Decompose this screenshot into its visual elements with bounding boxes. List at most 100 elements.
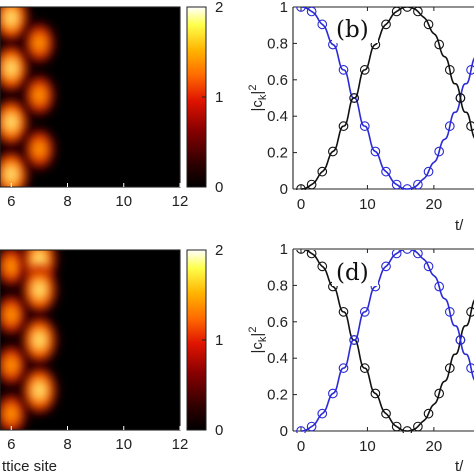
series-blue-marker-13: [434, 146, 445, 157]
series-black-marker-0: [296, 250, 306, 254]
heatmap-blob-0-layer-4: [8, 13, 14, 22]
panel-label-b: (b): [336, 17, 369, 43]
series-black-marker-16: [466, 307, 474, 317]
heatmap-x-tick-label-0: 6: [7, 436, 15, 453]
line-plot-top-ylabel: |ck|2: [247, 85, 269, 112]
line-plot-y-tick-label-4: 0.8: [267, 277, 288, 294]
series-blue-marker-6: [359, 307, 370, 317]
series-black-marker-13: [434, 39, 445, 50]
series-blue-marker-8: [381, 261, 391, 272]
heatmap-blob-1: [0, 294, 27, 335]
colorbar-tick-label-2: 0: [215, 422, 223, 439]
series-blue-marker-12: [423, 261, 434, 272]
line-plot-y-tick-label-2: 0.4: [267, 350, 288, 367]
heatmap-blob-2: [0, 99, 29, 146]
series-blue-marker-16: [466, 65, 474, 75]
series-black-line: [300, 7, 474, 190]
series-black-marker-4: [338, 121, 349, 131]
series-blue-marker-6: [359, 121, 370, 131]
heatmap-blob-3: [0, 393, 27, 430]
colorbar-top: 2 1 0: [186, 0, 223, 196]
line-plot-x-tick-label-0: 0: [297, 438, 305, 455]
line-plot-x-tick-label-1: 10: [359, 438, 376, 455]
colorbar-tick-label-1: 1: [215, 89, 223, 106]
line-plot-x-tick-label-0: 0: [297, 196, 305, 213]
line-plot-y-tick-label-3: 0.6: [267, 314, 288, 331]
heatmap-blob-4: [24, 23, 55, 63]
heatmap-bottom-frame: [0, 249, 181, 431]
heatmap-blob-4-layer-4: [36, 255, 42, 263]
heatmap-blob-0: [0, 7, 29, 41]
line-plot-top: 00.20.40.60.810 10 20 (b) |ck|2 t/: [247, 0, 474, 234]
colorbar-tick-label-2: 0: [215, 179, 223, 196]
series-black-marker-8: [381, 19, 391, 30]
series-blue-marker-7: [370, 146, 381, 157]
series-blue-marker-10: [402, 250, 413, 254]
series-blue-marker-3: [328, 388, 338, 399]
heatmap-blob-6: [22, 317, 57, 363]
line-plot-top-axes: 00.20.40.60.810 10 20: [267, 0, 474, 213]
series-blue-marker-14: [444, 121, 455, 131]
series-black-marker-11: [413, 421, 423, 432]
line-plot-bottom: 00.20.40.60.810 10 20 (d) |ck|2 t/: [247, 241, 474, 474]
series-black-line: [303, 250, 474, 432]
series-black-marker-10: [402, 7, 413, 12]
line-plot-x-tick-label-2: 20: [426, 438, 443, 455]
heatmap-blob-6-layer-4: [36, 336, 42, 344]
series-blue-marker-1: [306, 7, 317, 17]
series-black-marker-8: [381, 408, 391, 419]
heatmap-blob-2-layer-4: [8, 118, 14, 127]
series-black-marker-2: [317, 261, 328, 272]
heatmap-blob-4-layer-3: [35, 38, 43, 48]
series-black-marker-16: [466, 121, 474, 131]
line-plot-x-tick-label-1: 10: [359, 196, 376, 213]
series-black-marker-6: [359, 65, 370, 75]
heatmap-x-tick-label-1: 8: [63, 436, 71, 453]
colorbar-top-ticks: 2 1 0: [202, 0, 223, 196]
series-blue-marker-2: [317, 408, 328, 419]
series-black-marker-13: [434, 388, 445, 399]
series-black-marker-4: [338, 307, 349, 317]
series-black-marker-6: [359, 363, 370, 373]
panel-label-b-box: [332, 14, 378, 43]
series-blue-marker-10: [402, 184, 413, 190]
series-black-marker-2: [317, 166, 328, 177]
heatmap-top-blobs: [0, 7, 55, 187]
colorbar-tick-label-1: 1: [215, 332, 223, 349]
series-black-marker-3: [328, 146, 338, 157]
series-blue-marker-1: [306, 421, 317, 432]
line-plot-x-tick-label-2: 20: [426, 196, 443, 213]
series-black-marker-1: [306, 179, 317, 190]
heatmap-bottom: 6 8 10 12 ttice site: [0, 249, 188, 474]
heatmap-x-tick-label-2: 10: [115, 436, 132, 453]
heatmap-top-frame: [0, 6, 181, 188]
heatmap-blob-5-layer-3: [35, 90, 43, 101]
series-black-marker-15: [455, 93, 466, 103]
series-black-marker-7: [370, 388, 381, 399]
series-blue-marker-2: [317, 19, 328, 30]
heatmap-x-tick-label-1: 8: [63, 193, 71, 210]
series-black-marker-1: [306, 250, 317, 259]
ylabel-bottom-sup: 2: [247, 327, 259, 333]
ylabel-bottom-base: |c: [249, 342, 266, 354]
panel-label-d-box: [332, 257, 378, 286]
heatmap-blob-2-layer-3: [7, 360, 15, 371]
line-plot-y-tick-label-1: 0.2: [267, 145, 288, 162]
colorbar-tick-label-0: 2: [215, 242, 223, 259]
series-blue-marker-12: [423, 166, 434, 177]
panel-label-d: (d): [336, 260, 369, 286]
series-blue-marker-14: [444, 307, 455, 317]
line-plot-bottom-ylabel: |ck|2: [247, 327, 269, 354]
svg-text:|ck|2: |ck|2: [247, 327, 269, 354]
series-blue-marker-4: [338, 65, 349, 75]
heatmap-blob-3-layer-4: [8, 170, 14, 179]
series-blue-marker-0: [296, 426, 306, 433]
heatmap-x-tick-label-3: 12: [172, 193, 189, 210]
line-plot-top-series: [296, 7, 474, 190]
line-plot-y-tick-label-4: 0.8: [267, 35, 288, 52]
series-black-marker-11: [413, 7, 423, 17]
series-blue-marker-5: [349, 335, 359, 345]
svg-text:|ck|2: |ck|2: [247, 85, 269, 112]
line-plot-y-tick-label-0: 0: [280, 423, 288, 440]
